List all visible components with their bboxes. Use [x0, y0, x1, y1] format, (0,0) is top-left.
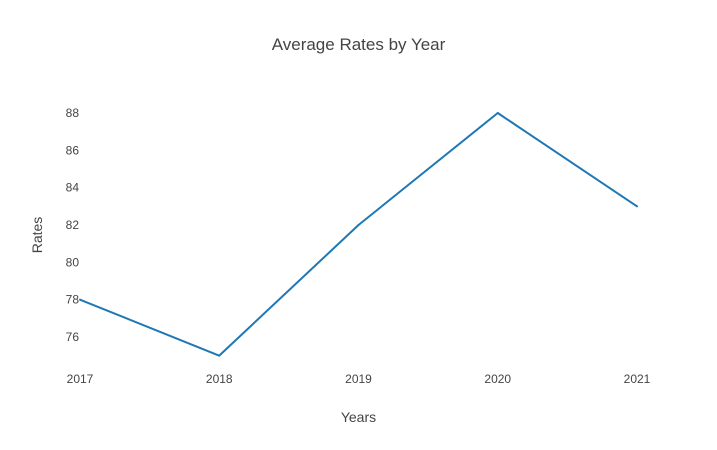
y-axis-ticks: 76 78 80 82 84 86 88 [66, 106, 80, 344]
x-tick-label: 2017 [67, 372, 94, 386]
data-point [357, 224, 360, 226]
x-tick-label: 2018 [206, 372, 233, 386]
x-tick-label: 2020 [484, 372, 511, 386]
series-layer [79, 112, 638, 357]
x-axis-ticks: 2017 2018 2019 2020 2021 [67, 372, 651, 386]
y-tick-label: 82 [66, 218, 80, 232]
y-tick-label: 86 [66, 143, 80, 157]
y-tick-label: 76 [66, 330, 80, 344]
x-tick-label: 2019 [345, 372, 372, 386]
chart-title: Average Rates by Year [272, 35, 446, 54]
data-point [218, 354, 221, 357]
y-tick-label: 80 [66, 255, 80, 269]
x-axis-title: Years [341, 409, 376, 425]
series-line [79, 112, 638, 357]
y-tick-label: 78 [66, 293, 80, 307]
y-tick-label: 88 [66, 106, 80, 120]
data-point [636, 205, 638, 208]
x-tick-label: 2021 [624, 372, 651, 386]
y-axis-title: Rates [29, 217, 45, 254]
data-point [496, 112, 499, 114]
y-tick-label: 84 [66, 181, 80, 195]
data-point [79, 298, 81, 301]
